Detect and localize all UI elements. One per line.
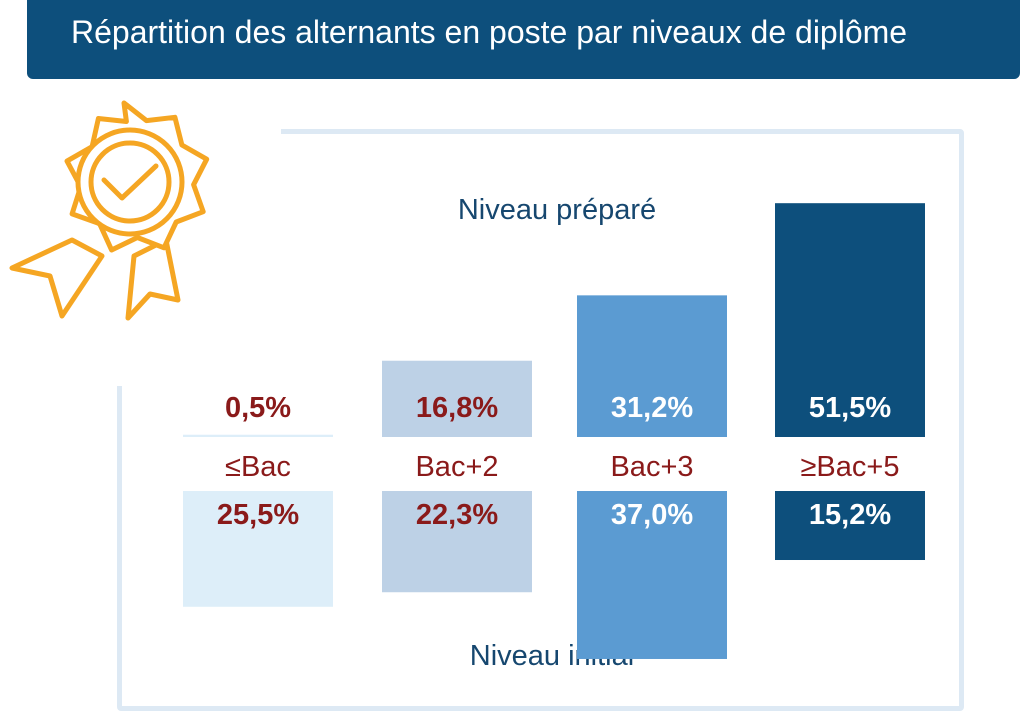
- value-label-initial-le-bac: 25,5%: [217, 499, 299, 531]
- chart-frame: [117, 129, 964, 711]
- category-label-le-bac: ≤Bac: [225, 451, 291, 483]
- award-ribbon-check-icon: [9, 100, 210, 321]
- value-label-prepared-bacplus2: 16,8%: [416, 392, 498, 424]
- bar-initial-ge-bacplus5: [775, 491, 925, 561]
- value-label-prepared-le-bac: 0,5%: [225, 392, 291, 424]
- series-label-prepared: Niveau préparé: [458, 194, 656, 226]
- bar-initial-le-bac: [183, 491, 333, 607]
- badge-inner-ring: [88, 140, 172, 224]
- bar-prepared-bacplus2: [382, 360, 532, 437]
- bar-prepared-ge-bacplus5: [775, 203, 925, 437]
- value-label-prepared-ge-bacplus5: 51,5%: [809, 392, 891, 424]
- bar-initial-bacplus2: [382, 491, 532, 593]
- bar-prepared-le-bac: [183, 434, 333, 437]
- check-mark: [101, 163, 159, 201]
- value-label-initial-bacplus3: 37,0%: [611, 499, 693, 531]
- value-label-initial-bacplus2: 22,3%: [416, 499, 498, 531]
- bar-prepared-bacplus3: [577, 295, 727, 437]
- ribbon-left-tail: [9, 237, 105, 319]
- chart-title: Répartition des alternants en poste par …: [71, 14, 908, 50]
- title-bar: Répartition des alternants en poste par …: [27, 0, 1020, 79]
- value-label-initial-ge-bacplus5: 15,2%: [809, 499, 891, 531]
- bar-initial-bacplus3: [577, 491, 727, 659]
- value-label-prepared-bacplus3: 31,2%: [611, 392, 693, 424]
- category-label-ge-bacplus5: ≥Bac+5: [801, 451, 900, 483]
- category-label-bacplus2: Bac+2: [415, 451, 498, 483]
- category-label-bacplus3: Bac+3: [610, 451, 693, 483]
